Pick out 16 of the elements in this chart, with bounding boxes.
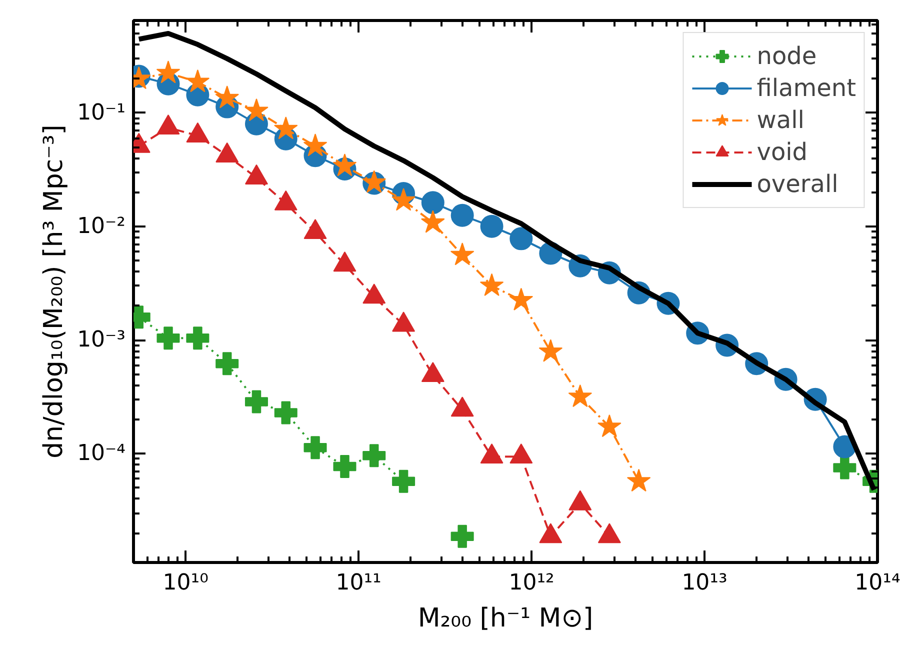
legend-label: filament: [756, 74, 856, 102]
y-axis-title: dn/dlog₁₀(M₂₀₀) [h³ Mpc⁻³]: [39, 124, 70, 458]
x-tick-label: 10¹²: [508, 570, 554, 596]
legend-label: wall: [756, 106, 804, 134]
legend-label: overall: [756, 170, 838, 198]
y-tick-label: 10⁻³: [77, 328, 126, 353]
x-tick-label: 10¹³: [682, 570, 728, 596]
x-tick-label: 10¹⁴: [854, 570, 900, 596]
y-tick-label: 10⁻⁴: [77, 441, 126, 466]
x-tick-label: 10¹⁰: [162, 570, 209, 596]
y-tick-label: 10⁻¹: [77, 100, 126, 126]
legend-label: node: [756, 42, 817, 70]
x-axis-title: M₂₀₀ [h⁻¹ M⊙]: [418, 604, 594, 634]
legend-label: void: [756, 138, 808, 166]
x-tick-label: 10¹¹: [336, 570, 382, 596]
y-tick-label: 10⁻²: [77, 214, 126, 239]
